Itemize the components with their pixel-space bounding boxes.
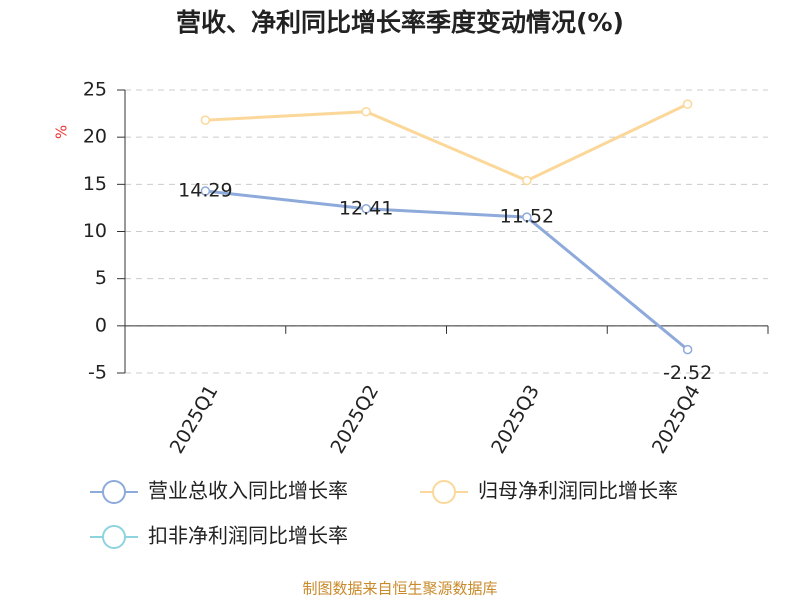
point bbox=[522, 175, 532, 186]
point bbox=[200, 186, 211, 196]
point bbox=[361, 106, 371, 117]
point bbox=[682, 344, 693, 355]
legend-label: 扣非净利润同比增长率 bbox=[148, 524, 348, 548]
point bbox=[522, 212, 532, 222]
data-label: 12.41 bbox=[339, 197, 393, 219]
y-tick-label: -5 bbox=[88, 362, 107, 384]
legend-label: 营业总收入同比增长率 bbox=[148, 479, 348, 503]
y-tick-label: 20 bbox=[83, 126, 107, 148]
legend-marker bbox=[432, 480, 456, 504]
y-tick-label: 25 bbox=[83, 79, 107, 101]
y-axis-label: % bbox=[53, 125, 71, 139]
y-tick-label: 0 bbox=[95, 314, 107, 336]
chart-title: 营收、净利同比增长率季度变动情况(%) bbox=[176, 8, 624, 37]
legend-label: 归母净利润同比增长率 bbox=[478, 479, 678, 503]
source-note: 制图数据来自恒生聚源数据库 bbox=[302, 580, 497, 598]
legend-marker bbox=[102, 480, 126, 504]
x-tick-label: 2025Q4 bbox=[648, 381, 705, 457]
x-tick-label: 2025Q1 bbox=[166, 381, 223, 457]
data-label: 11.52 bbox=[500, 206, 554, 228]
x-tick-label: 2025Q2 bbox=[326, 381, 383, 457]
point bbox=[361, 204, 371, 214]
data-label: -2.52 bbox=[663, 362, 712, 384]
point bbox=[200, 115, 211, 125]
y-tick-label: 5 bbox=[95, 267, 107, 289]
series-line bbox=[205, 189, 689, 351]
x-tick-label: 2025Q3 bbox=[487, 381, 544, 457]
point bbox=[682, 99, 693, 109]
y-tick-label: 10 bbox=[83, 220, 107, 242]
series-line bbox=[205, 102, 689, 183]
legend-marker bbox=[102, 525, 126, 549]
y-tick-label: 15 bbox=[83, 173, 107, 195]
data-label: 14.29 bbox=[178, 180, 232, 202]
